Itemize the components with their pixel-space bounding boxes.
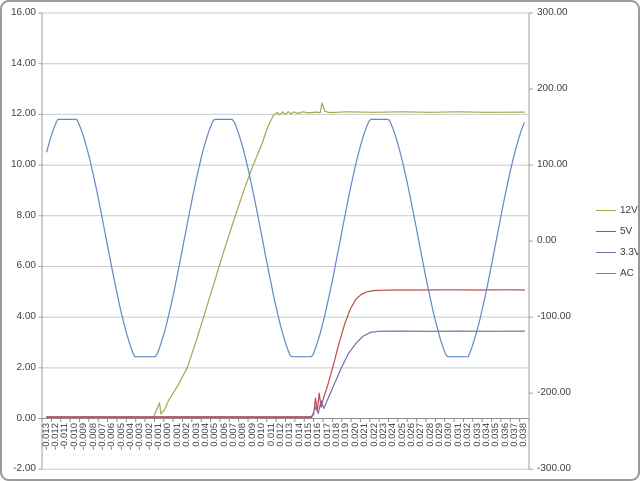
series-line-12V	[46, 102, 525, 418]
legend-swatch-3v3-line-icon	[596, 251, 616, 254]
left-axis-label: 14.00	[10, 57, 36, 69]
left-axis-label: 16.00	[10, 7, 36, 18]
left-axis-label: 2.00	[16, 361, 36, 373]
legend-entry-3v3: 3.3V	[596, 242, 640, 263]
left-axis-label: 12.00	[10, 108, 36, 120]
right-axis-label: 200.00	[537, 83, 568, 94]
right-axis-label: 0.00	[537, 235, 557, 247]
right-axis-label: -100.00	[537, 311, 571, 323]
right-axis-label: 300.00	[537, 7, 568, 18]
legend-swatch-ac-line-icon	[596, 272, 616, 275]
legend-label-12v: 12V	[620, 205, 638, 216]
legend-label-ac: AC	[620, 268, 634, 279]
legend-swatch-5v-line-icon	[596, 230, 616, 233]
left-axis-label: 6.00	[16, 260, 36, 272]
legend: 12V 5V 3.3V AC	[596, 200, 640, 284]
right-axis-label: -200.00	[537, 387, 571, 399]
legend-label-3v3: 3.3V	[620, 247, 640, 258]
legend-entry-12v: 12V	[596, 200, 640, 221]
series-line-AC	[46, 118, 525, 358]
left-axis-label: 8.00	[16, 209, 36, 221]
right-axis-label: -300.00	[537, 463, 571, 475]
x-axis-label: 0.038	[518, 423, 530, 447]
left-axis-label: 10.00	[10, 159, 36, 171]
legend-entry-ac: AC	[596, 263, 640, 284]
legend-swatch-12v-line-icon	[596, 209, 616, 212]
left-axis-label: 4.00	[16, 311, 36, 323]
series-line-5V	[46, 289, 525, 418]
legend-entry-5v: 5V	[596, 221, 640, 242]
left-axis-label: 0.00	[16, 412, 36, 424]
left-axis-label: -2.00	[13, 463, 36, 475]
series-line-3.3V	[46, 330, 525, 419]
right-axis-label: 100.00	[537, 159, 568, 171]
legend-label-5v: 5V	[620, 226, 633, 237]
